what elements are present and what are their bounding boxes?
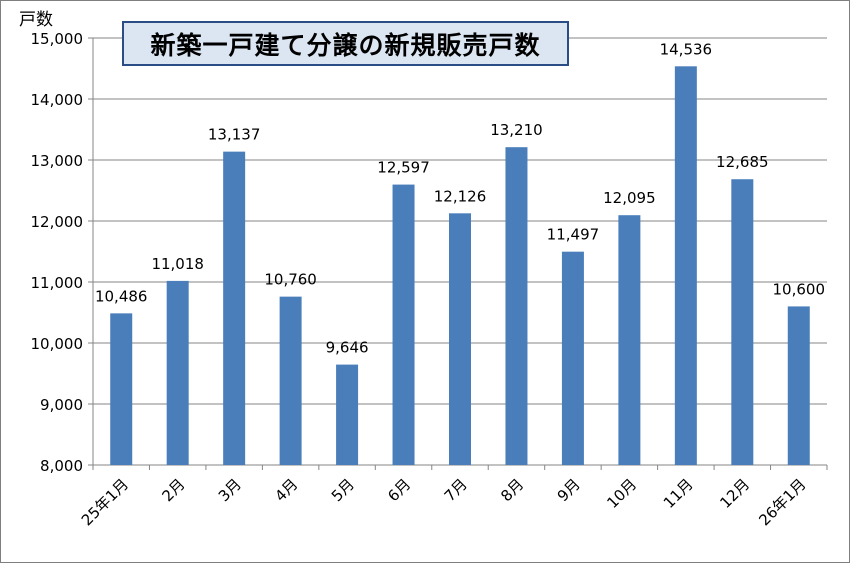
data-label: 12,685 [716,153,769,171]
data-label: 10,600 [773,280,826,298]
bar [166,280,189,465]
bar [674,66,697,465]
bar [110,313,133,465]
y-tick-label: 13,000 [31,152,84,170]
data-label: 12,126 [434,187,487,205]
y-tick-label: 12,000 [31,213,84,231]
x-tick-label: 5月 [328,475,358,505]
x-tick-label: 8月 [497,475,527,505]
bar [731,179,754,465]
x-tick-label: 26年1月 [755,475,809,529]
data-label: 13,137 [208,126,261,144]
data-label: 13,210 [490,121,543,139]
bar [787,306,810,465]
y-axis-unit-label: 戸数 [19,10,53,30]
y-tick-label: 14,000 [31,91,84,109]
data-label: 11,018 [151,255,204,273]
y-tick-labels: 8,000 9,000 10,000 11,000 12,000 13,000 14,000… [31,30,84,475]
y-tick-label: 15,000 [31,30,84,48]
y-tick-label: 9,000 [40,396,83,414]
data-label: 10,486 [95,287,148,305]
data-label: 11,497 [547,226,600,244]
chart-title: 新築一戸建て分譲の新規販売戸数 [122,21,569,66]
bar [618,215,641,465]
y-tick-label: 11,000 [31,274,84,292]
bar [279,296,302,465]
data-label: 12,597 [377,159,430,177]
x-tick-label: 10月 [603,475,640,512]
x-tick-label: 7月 [441,475,471,505]
bar [336,364,359,465]
x-tick-label: 12月 [716,475,753,512]
data-label: 14,536 [660,40,713,58]
x-tick-labels: 25年1月 2月 3月 4月 5月 6月 7月 8月 9月 10月 11月 12月 26年1月 [78,475,810,529]
y-tick-label: 8,000 [40,457,83,475]
x-tick-label: 25年1月 [78,475,132,529]
data-label: 12,095 [603,189,656,207]
x-tick-label: 2月 [158,475,188,505]
bars [110,66,810,465]
x-tick-label: 9月 [554,475,584,505]
y-tick-label: 10,000 [31,335,84,353]
bar [505,147,528,465]
bar [223,151,246,465]
bar [449,213,471,465]
data-label: 9,646 [326,339,369,357]
bar [392,184,415,465]
x-tick-label: 3月 [215,475,245,505]
x-tick-label: 11月 [660,475,697,512]
data-label: 10,760 [264,271,317,289]
x-tick-label: 4月 [271,475,301,505]
x-tick-label: 6月 [384,475,414,505]
bar [561,251,584,465]
